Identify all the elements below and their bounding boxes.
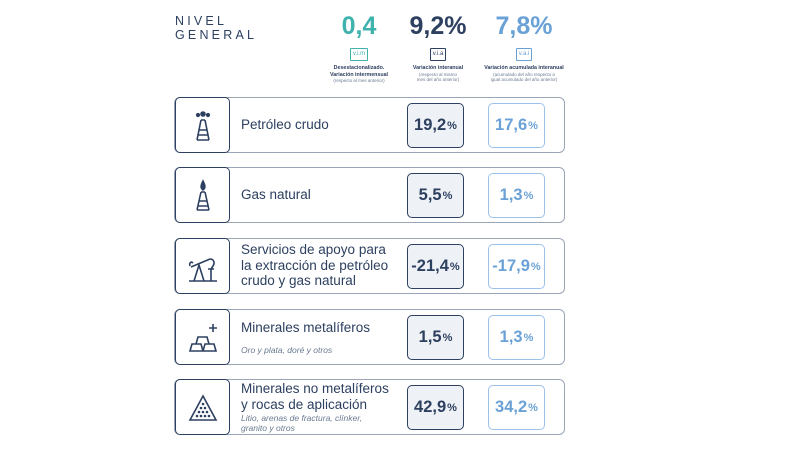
- vai-value-box: 1,3%: [488, 173, 545, 218]
- percent-sign: %: [523, 189, 534, 202]
- percent-sign: %: [528, 401, 538, 414]
- vai-value: 17,6: [495, 116, 528, 134]
- vai-value-box: 17,6%: [488, 103, 545, 148]
- row-subtitle: Oro y plata, doré y otros: [241, 345, 333, 355]
- indicator-vai-note: (acumulado del año respecto a igual acumu…: [490, 71, 558, 83]
- via-value: 42,9: [414, 398, 447, 416]
- indicator-vim: 0,4 v.i.m Desestacionalizado. Variación i…: [317, 10, 401, 84]
- indicator-via: 9,2% v.i.a Variación interanual (respect…: [396, 10, 480, 83]
- via-value-box: 42,9%: [407, 385, 464, 430]
- row-gas-natural: Gas natural 5,5% 1,3%: [174, 167, 565, 223]
- row-title: Petróleo crudo: [241, 117, 329, 132]
- vai-value: 1,3: [499, 186, 523, 204]
- row-title-line: Minerales no metalíferos: [241, 381, 389, 396]
- row-title-line: Servicios de apoyo para: [241, 242, 386, 257]
- percent-sign: %: [530, 260, 541, 273]
- row-title: Servicios de apoyo para la extracción de…: [241, 242, 388, 289]
- row-title: Gas natural: [241, 187, 311, 202]
- page-title: NIVEL GENERAL: [175, 14, 257, 42]
- row-title: Minerales no metalíferos y rocas de apli…: [241, 381, 389, 412]
- gold-bars-icon: [175, 309, 230, 365]
- via-value: 19,2: [414, 116, 447, 134]
- via-value-box: 5,5%: [407, 173, 464, 218]
- percent-sign: %: [528, 119, 538, 132]
- via-value: 1,5: [418, 328, 442, 346]
- indicator-via-note: (respecto al mismo mes del año anterior): [416, 71, 460, 83]
- percent-sign: %: [523, 331, 534, 344]
- vai-value-box: 34,2%: [488, 385, 545, 430]
- row-minerales-metaliferos: Minerales metalíferos Oro y plata, doré …: [174, 309, 565, 365]
- indicator-via-label: Variación interanual: [412, 65, 464, 71]
- via-value: -21,4: [411, 257, 449, 275]
- indicator-vai-tag: v.a.i: [515, 48, 533, 61]
- percent-sign: %: [447, 119, 457, 132]
- percent-sign: %: [442, 189, 453, 202]
- indicator-vim-value: 0,4: [341, 12, 377, 40]
- row-title-line: crudo y gas natural: [241, 273, 356, 288]
- row-subtitle-line: granito y otros: [241, 423, 295, 433]
- title-line-1: NIVEL: [175, 14, 228, 28]
- percent-sign: %: [442, 331, 453, 344]
- row-title-line: y rocas de aplicación: [241, 396, 368, 412]
- via-value-box: -21,4%: [407, 244, 464, 289]
- row-subtitle: Litio, arenas de fractura, clínker, gran…: [241, 413, 362, 433]
- indicator-vai-label: Variación acumulada interanual: [484, 65, 564, 71]
- via-value-box: 1,5%: [407, 315, 464, 360]
- indicator-vai-value: 7,8%: [495, 12, 553, 40]
- row-title: Minerales metalíferos: [241, 320, 371, 335]
- indicator-vim-label: Desestacionalizado. Variación intermensua…: [330, 65, 388, 78]
- indicator-vim-note: (respecto al mes anterior): [333, 78, 385, 83]
- row-petroleo: Petróleo crudo 19,2% 17,6%: [174, 97, 565, 153]
- vai-value-box: -17,9%: [488, 244, 545, 289]
- vai-value-box: 1,3%: [488, 315, 545, 360]
- via-value: 5,5: [418, 186, 442, 204]
- row-title-line: la extracción de petróleo: [241, 257, 389, 273]
- oil-derrick-icon: [175, 97, 230, 153]
- indicator-via-value: 9,2%: [409, 12, 467, 40]
- vai-value: -17,9: [492, 257, 530, 275]
- indicator-via-tag: v.i.a: [429, 48, 447, 61]
- pump-jack-icon: [175, 238, 230, 294]
- gas-flame-tower-icon: [175, 167, 230, 223]
- row-servicios-apoyo: Servicios de apoyo para la extracción de…: [174, 238, 565, 294]
- vai-value: 1,3: [499, 328, 523, 346]
- indicator-vim-tag: v.i.m: [349, 48, 369, 61]
- percent-sign: %: [447, 401, 457, 414]
- title-line-2: GENERAL: [175, 28, 258, 42]
- via-value-box: 19,2%: [407, 103, 464, 148]
- percent-sign: %: [449, 260, 460, 273]
- row-minerales-no-metaliferos: Minerales no metalíferos y rocas de apli…: [174, 379, 565, 435]
- row-subtitle-line: Litio, arenas de fractura, clínker,: [241, 413, 362, 423]
- rock-pile-icon: [175, 379, 230, 435]
- vai-value: 34,2: [495, 398, 528, 416]
- indicator-vai: 7,8% v.a.i Variación acumulada interanua…: [482, 10, 566, 83]
